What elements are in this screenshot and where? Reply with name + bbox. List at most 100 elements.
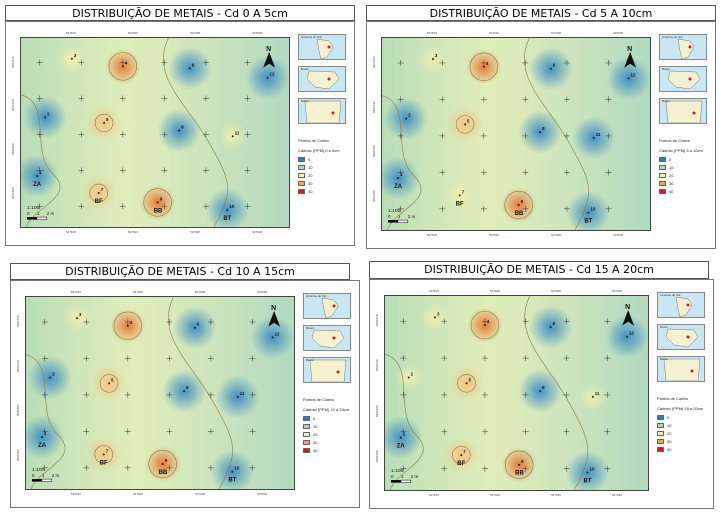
- scale-tick: 1: [401, 474, 404, 479]
- northing-label: 8601510: [372, 100, 376, 113]
- sample-point-7: [102, 453, 105, 456]
- legend-value: 10: [313, 424, 318, 429]
- site-label-bf: BF: [95, 199, 103, 205]
- scale-bar-black: [387, 220, 398, 223]
- graticule-cross: [563, 59, 570, 66]
- legend-swatch: [659, 165, 666, 170]
- map-side-column: América do Sul Brasil Bahia Pontos de Colet…: [303, 293, 353, 501]
- legend-value: 30: [313, 440, 318, 445]
- sample-point-4: [126, 324, 129, 327]
- legend-swatch: [659, 173, 666, 178]
- graticule-cross: [563, 205, 570, 212]
- legend-swatch: [657, 447, 664, 452]
- legend-value: 10: [667, 423, 672, 428]
- legend-swatch: [298, 181, 305, 186]
- scale-bar-white: [397, 219, 409, 223]
- scale-tick: 1: [37, 211, 40, 216]
- easting-label-top: 527625: [550, 289, 561, 293]
- graticule-cross: [481, 318, 488, 325]
- contour-line-west: [385, 353, 424, 490]
- legend-title: Cádmio (PPM) 15 a 20cm: [657, 406, 704, 411]
- minimap-title: América do Sul: [301, 35, 322, 39]
- sample-number-9: 9: [165, 458, 168, 463]
- sample-number-6: 6: [553, 321, 556, 326]
- legend-swatch: [303, 440, 310, 445]
- map-frame[interactable]: 1 ZA 2 3 4 5 6 7 BF 8 9 BB 10 BT 11 12 N 1:100 0 1 2 m: [384, 295, 649, 491]
- graticule-cross: [400, 465, 407, 472]
- sample-point-5: [103, 122, 106, 125]
- easting-label-bottom: 527620: [133, 492, 144, 496]
- graticule-cross: [124, 318, 131, 325]
- map-frame[interactable]: 1 ZA 2 3 4 5 6 7 BF 8 9 BB 10 BT 11 12 N 1:100 0 1 2 m: [381, 37, 651, 231]
- easting-label-top: 527630: [611, 289, 622, 293]
- minimap-0: América do Sul: [303, 293, 351, 319]
- sample-number-10: 10: [234, 466, 239, 471]
- graticule-cross: [604, 428, 611, 435]
- graticule-cross: [605, 169, 612, 176]
- scale-ratio: 1:100: [391, 468, 404, 474]
- scale-bar-black: [31, 479, 42, 482]
- legend-row: 0: [303, 415, 355, 423]
- sample-number-11: 11: [235, 130, 240, 135]
- graticule-cross: [202, 167, 209, 174]
- minimap-title: Bahia: [306, 358, 314, 362]
- value-blob-1: [21, 154, 59, 198]
- graticule-cross: [161, 167, 168, 174]
- legend-value: 10: [308, 165, 313, 170]
- sample-point-11: [231, 135, 234, 138]
- easting-label-bottom: 527615: [65, 230, 76, 234]
- minimap-0: América do Sul: [298, 34, 346, 60]
- map-frame[interactable]: 1 ZA 2 3 4 5 6 7 BF 8 9 BB 10 BT 11 12 N 1:100 0 1 2 m: [20, 37, 290, 228]
- sample-number-3: 3: [437, 311, 440, 316]
- map-frame[interactable]: 1 ZA 2 3 4 5 6 7 BF 8 9 BB 10 BT 11 12 N 1:100 0 1 2 m: [25, 296, 295, 490]
- graticule-cross: [202, 59, 209, 66]
- graticule-cross: [83, 318, 90, 325]
- legend-value: 20: [669, 173, 674, 178]
- value-blob-1: [382, 156, 420, 200]
- site-label-bf: BF: [100, 460, 108, 466]
- graticule-cross: [563, 96, 570, 103]
- legend-value: 30: [667, 439, 672, 444]
- graticule-cross: [481, 355, 488, 362]
- contour-ring-9: [504, 190, 533, 220]
- minimap-2: Bahia: [657, 356, 705, 382]
- legend-row: 10: [657, 422, 709, 430]
- sample-point-11: [236, 395, 239, 398]
- minimap-1: Brasil: [657, 324, 705, 350]
- sample-number-3: 3: [74, 53, 77, 58]
- sample-number-4: 4: [125, 60, 128, 65]
- minimap-title: Bahia: [301, 99, 309, 103]
- legend-row: 40: [659, 188, 711, 196]
- graticule-cross: [563, 465, 570, 472]
- scale-tick: 0: [388, 214, 391, 219]
- graticule-cross: [400, 318, 407, 325]
- legend-title: Cádmio (PPM) 0 a 5cm: [298, 148, 340, 153]
- north-label: N: [266, 46, 271, 53]
- northing-label: 8601505: [16, 404, 20, 417]
- graticule-cross: [41, 318, 48, 325]
- easting-label-top: 527620: [489, 31, 500, 35]
- sample-point-6: [188, 67, 191, 70]
- scale-tick: 2 m: [411, 474, 419, 479]
- easting-label-bottom: 527620: [490, 493, 501, 497]
- panel-title: DISTRIBUIÇÃO DE METAIS - Cd 0 A 5cm: [5, 5, 355, 21]
- scale-bar-white: [41, 478, 53, 482]
- legend-row: 0: [659, 156, 711, 164]
- north-arrow-icon: [263, 51, 276, 68]
- minimap-2: Bahia: [298, 98, 346, 124]
- sample-number-7: 7: [106, 448, 109, 453]
- legend: Pontos de Coleta Cádmio (PPM) 0 a 5cm 0 10 2…: [298, 138, 350, 196]
- map-panel-cd-5-10: 1 ZA 2 3 4 5 6 7 BF 8 9 BB 10 BT 11 12 N 1:100 0 1 2 m Améri…: [366, 21, 716, 249]
- easting-label-bottom: 527625: [550, 493, 561, 497]
- graticule-cross: [439, 59, 446, 66]
- sample-number-2: 2: [52, 372, 55, 377]
- sample-point-3: [70, 57, 73, 60]
- sample-number-12: 12: [631, 72, 636, 77]
- sample-point-9: [517, 204, 520, 207]
- minimap-shape: [665, 100, 703, 123]
- legend-swatch: [657, 415, 664, 420]
- value-blob-1: [26, 415, 64, 459]
- sample-point-1: [36, 174, 39, 177]
- graticule-cross: [441, 428, 448, 435]
